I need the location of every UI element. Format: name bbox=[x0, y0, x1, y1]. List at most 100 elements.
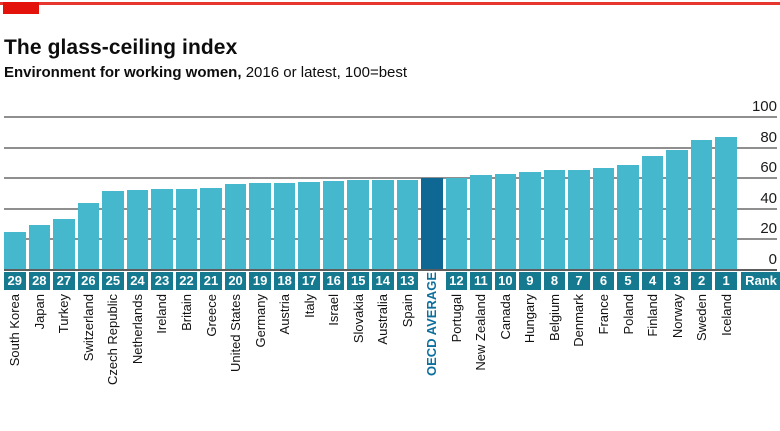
y-tick-label-100: 100 bbox=[751, 98, 777, 115]
label-slot-canada: Canada bbox=[495, 294, 517, 340]
rank-badge-new-zealand: 11 bbox=[470, 272, 492, 290]
rank-badge-switzerland: 26 bbox=[77, 272, 100, 290]
rank-badge-israel: 16 bbox=[322, 272, 345, 290]
bar-slovakia bbox=[347, 180, 369, 269]
label-slot-south-korea: South Korea bbox=[4, 294, 26, 366]
country-label-poland: Poland bbox=[620, 294, 636, 335]
y-tick-label-40: 40 bbox=[760, 189, 777, 207]
label-slot-australia: Australia bbox=[372, 294, 394, 345]
rank-badge-united-states: 20 bbox=[224, 272, 247, 290]
gridline-100 bbox=[4, 116, 777, 118]
bar-turkey bbox=[53, 218, 75, 269]
rank-badge-netherlands: 24 bbox=[126, 272, 149, 290]
top-red-rule bbox=[0, 2, 780, 5]
label-slot-iceland: Iceland bbox=[715, 294, 737, 336]
label-slot-belgium: Belgium bbox=[544, 294, 566, 341]
country-label-united-states: United States bbox=[228, 294, 244, 373]
country-label-new-zealand: New Zealand bbox=[473, 294, 489, 371]
bar-greece bbox=[200, 187, 222, 269]
label-slot-france: France bbox=[593, 294, 615, 334]
rank-badge-australia: 14 bbox=[371, 272, 394, 290]
country-label-netherlands: Netherlands bbox=[129, 294, 145, 365]
bar-denmark bbox=[568, 169, 590, 269]
country-label-austria: Austria bbox=[277, 294, 293, 335]
rank-badge-britain: 22 bbox=[175, 272, 198, 290]
bar-new-zealand bbox=[470, 174, 492, 269]
label-slot-turkey: Turkey bbox=[53, 294, 75, 333]
country-label-france: France bbox=[596, 294, 612, 335]
label-slot-new-zealand: New Zealand bbox=[470, 294, 492, 371]
bar-spain bbox=[396, 179, 419, 269]
label-slot-norway: Norway bbox=[666, 294, 688, 338]
rank-badge-france: 6 bbox=[592, 272, 615, 290]
bar-norway bbox=[666, 149, 688, 269]
country-label-belgium: Belgium bbox=[546, 294, 562, 341]
bar-united-states bbox=[224, 184, 247, 269]
gridline-60 bbox=[4, 177, 777, 180]
country-label-south-korea: South Korea bbox=[7, 294, 23, 367]
country-label-czech-republic: Czech Republic bbox=[105, 294, 121, 386]
rank-legend-badge: Rank bbox=[741, 272, 780, 290]
country-label-turkey: Turkey bbox=[56, 294, 72, 334]
country-label-germany: Germany bbox=[252, 294, 268, 348]
bar-ireland bbox=[151, 189, 173, 269]
bars bbox=[4, 116, 737, 269]
label-slot-switzerland: Switzerland bbox=[78, 294, 100, 361]
label-slot-britain: Britain bbox=[176, 294, 198, 331]
rank-badge-greece: 21 bbox=[200, 272, 222, 290]
label-slot-spain: Spain bbox=[397, 294, 419, 327]
label-slot-denmark: Denmark bbox=[568, 294, 590, 347]
rank-badge-austria: 18 bbox=[273, 272, 296, 290]
country-label-canada: Canada bbox=[497, 294, 513, 340]
rank-badge-poland: 5 bbox=[617, 272, 639, 290]
label-slot-ireland: Ireland bbox=[151, 294, 173, 334]
y-tick-label-60: 60 bbox=[760, 159, 777, 177]
bar-netherlands bbox=[126, 190, 149, 269]
bar-germany bbox=[249, 183, 271, 269]
bar-poland bbox=[617, 164, 639, 269]
country-label-japan: Japan bbox=[31, 294, 47, 330]
bar-israel bbox=[322, 181, 345, 269]
bar-south-korea bbox=[4, 232, 26, 269]
bar-austria bbox=[273, 182, 296, 269]
label-slot-poland: Poland bbox=[617, 294, 639, 334]
rank-badge-italy: 17 bbox=[298, 272, 320, 290]
country-label-denmark: Denmark bbox=[571, 294, 587, 347]
country-label-hungary: Hungary bbox=[522, 294, 538, 344]
rank-badge-canada: 10 bbox=[494, 272, 517, 290]
country-label-britain: Britain bbox=[178, 294, 194, 331]
label-slot-germany: Germany bbox=[249, 294, 271, 347]
rank-badge-spain: 13 bbox=[396, 272, 419, 290]
bar-sweden bbox=[690, 140, 713, 269]
bar-switzerland bbox=[77, 203, 100, 269]
bar-iceland bbox=[715, 137, 737, 269]
bar-japan bbox=[28, 224, 51, 269]
country-label-italy: Italy bbox=[301, 294, 317, 318]
country-label-norway: Norway bbox=[669, 294, 685, 339]
label-slot-israel: Israel bbox=[323, 294, 345, 326]
bar-portugal bbox=[445, 177, 468, 269]
label-slot-greece: Greece bbox=[200, 294, 222, 337]
label-slot-united-states: United States bbox=[225, 294, 247, 372]
label-slot-czech-republic: Czech Republic bbox=[102, 294, 124, 385]
rank-badge-iceland: 1 bbox=[715, 272, 737, 290]
label-slot-slovakia: Slovakia bbox=[347, 294, 369, 343]
country-label-greece: Greece bbox=[203, 294, 219, 337]
label-slot-sweden: Sweden bbox=[691, 294, 713, 341]
y-tick-label-20: 20 bbox=[760, 220, 777, 238]
bar-hungary bbox=[519, 171, 541, 269]
country-label-israel: Israel bbox=[326, 294, 342, 326]
brand-red-block bbox=[3, 2, 39, 14]
rank-badge-denmark: 7 bbox=[568, 272, 590, 290]
rank-badge-turkey: 27 bbox=[53, 272, 75, 290]
rank-badge-germany: 19 bbox=[249, 272, 271, 290]
rank-badge-sweden: 2 bbox=[690, 272, 713, 290]
country-label-australia: Australia bbox=[375, 294, 391, 345]
country-label-finland: Finland bbox=[645, 294, 661, 337]
label-slot-italy: Italy bbox=[298, 294, 320, 318]
country-label-switzerland: Switzerland bbox=[80, 294, 96, 362]
page-title: The glass-ceiling index bbox=[4, 36, 238, 60]
country-labels: South Korea Japan Turkey Switzerland Czech R… bbox=[4, 272, 737, 431]
country-label-iceland: Iceland bbox=[718, 294, 734, 336]
rank-badge-czech-republic: 25 bbox=[102, 272, 124, 290]
